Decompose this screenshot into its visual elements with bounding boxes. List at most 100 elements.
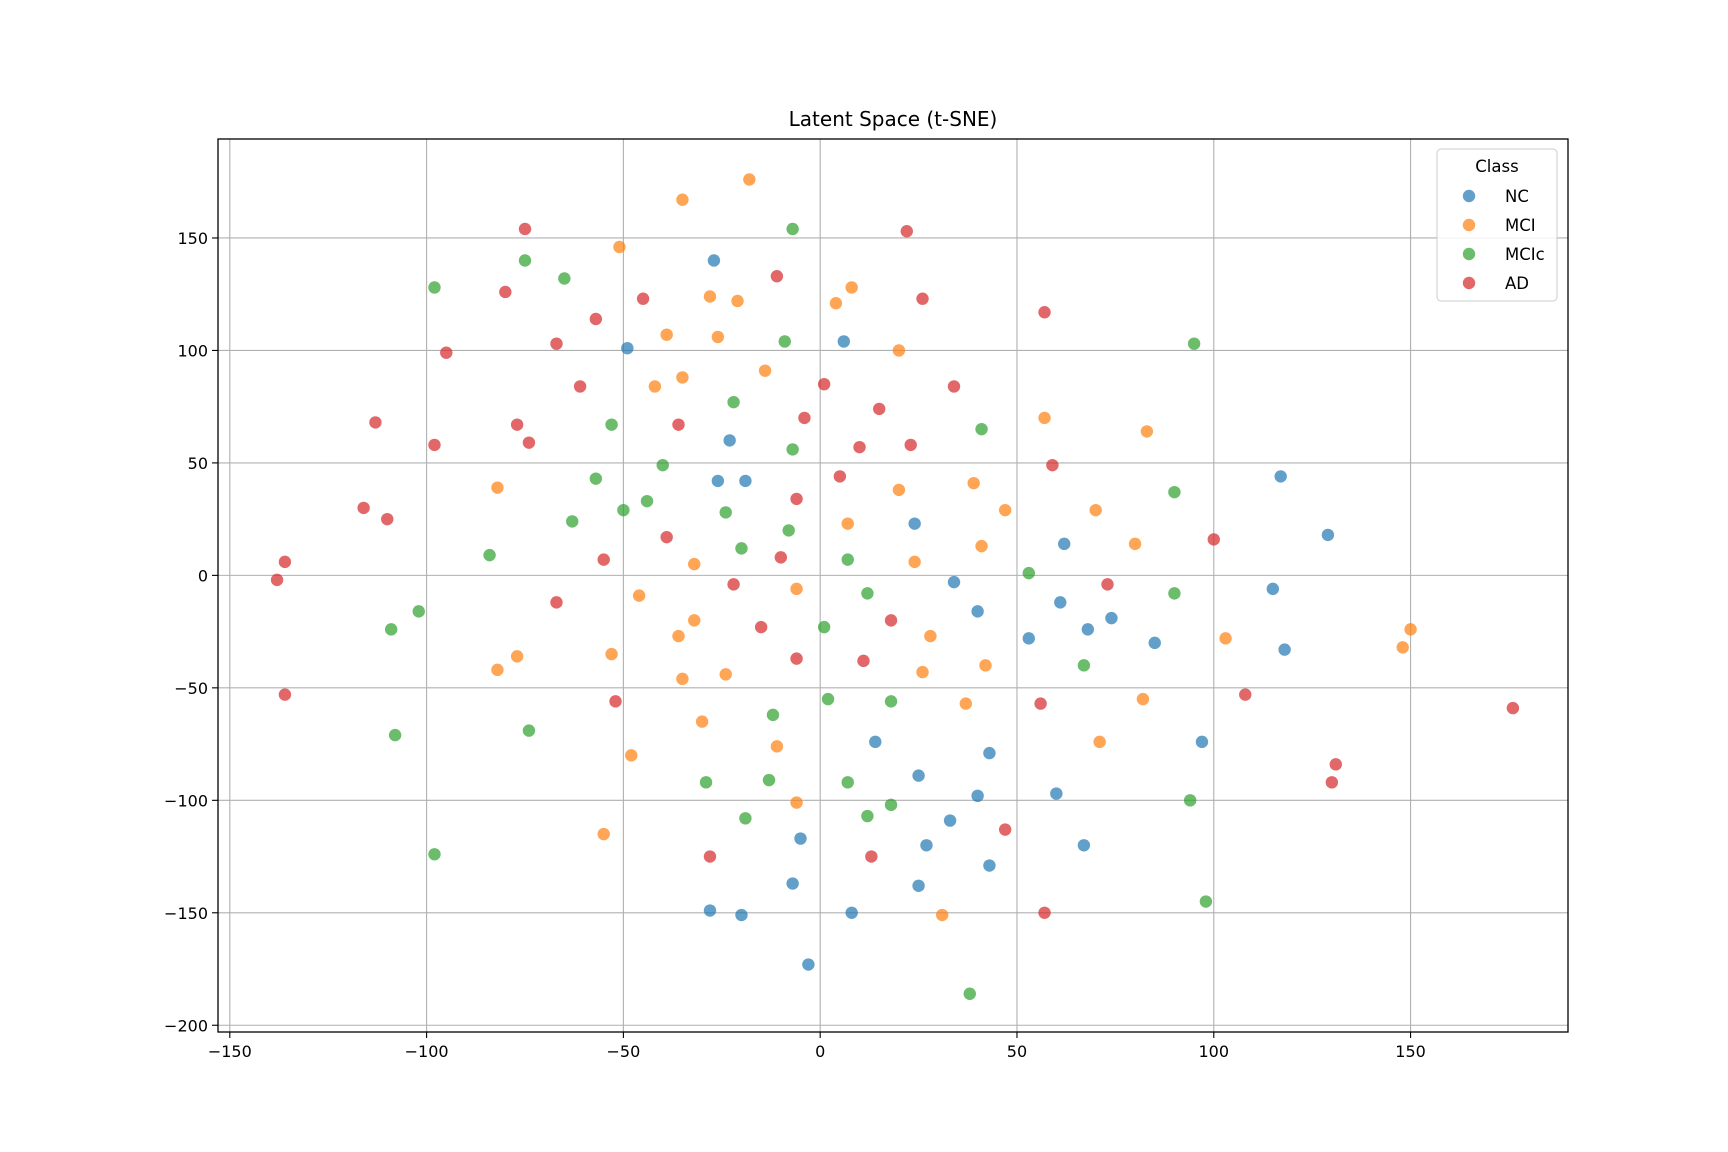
- point-ad-35: [550, 596, 563, 609]
- point-ad-42: [609, 695, 622, 708]
- legend-label-ad: AD: [1505, 274, 1529, 293]
- point-nc-12: [1054, 596, 1067, 609]
- point-nc-21: [869, 735, 882, 749]
- point-mci-34: [491, 663, 504, 677]
- point-mci-18: [998, 503, 1012, 517]
- legend-box: [1436, 148, 1558, 302]
- point-ad-45: [1329, 758, 1342, 771]
- point-ad-13: [369, 416, 382, 429]
- point-mcic-35: [841, 776, 854, 789]
- point-mci-14: [1140, 425, 1154, 438]
- point-ad-25: [357, 501, 370, 515]
- data-points: [270, 173, 1520, 1000]
- point-nc-11: [971, 605, 984, 618]
- point-mcic-39: [861, 809, 874, 823]
- point-ad-17: [873, 402, 886, 416]
- point-mci-41: [770, 740, 784, 753]
- point-ad-3: [499, 285, 512, 299]
- point-nc-29: [794, 832, 807, 845]
- y-tick-label: 50: [188, 454, 208, 473]
- point-nc-28: [1077, 839, 1091, 852]
- point-mcic-3: [558, 272, 571, 285]
- point-nc-20: [983, 746, 996, 760]
- point-mcic-38: [739, 812, 752, 825]
- point-ad-24: [833, 470, 847, 483]
- point-mcic-18: [483, 548, 496, 562]
- point-mci-21: [1128, 537, 1142, 551]
- point-ad-15: [672, 418, 685, 431]
- point-mci-42: [959, 697, 973, 710]
- point-mcic-16: [566, 515, 579, 528]
- point-mci-1: [676, 193, 689, 206]
- point-mci-31: [1404, 623, 1417, 636]
- point-mci-15: [491, 481, 504, 494]
- point-nc-23: [971, 789, 984, 803]
- x-tick-label: −100: [405, 1042, 449, 1061]
- point-mcic-28: [821, 692, 835, 706]
- point-nc-1: [621, 341, 634, 355]
- point-mci-26: [790, 582, 803, 596]
- point-mcic-30: [766, 708, 780, 722]
- point-nc-34: [845, 906, 858, 919]
- point-mci-43: [1136, 692, 1150, 706]
- x-tick-label: 150: [1395, 1042, 1426, 1061]
- point-nc-27: [983, 859, 996, 872]
- point-ad-18: [428, 438, 441, 452]
- point-ad-19: [522, 436, 536, 449]
- point-mcic-36: [1183, 794, 1197, 807]
- x-tick-label: −50: [607, 1042, 641, 1061]
- point-ad-5: [916, 292, 929, 305]
- point-nc-35: [802, 958, 815, 971]
- point-mcic-40: [428, 848, 441, 861]
- point-mci-11: [648, 380, 662, 393]
- point-ad-44: [1239, 688, 1252, 701]
- point-ad-32: [270, 573, 284, 587]
- point-mcic-32: [388, 728, 402, 742]
- point-mcic-8: [975, 422, 988, 436]
- point-ad-46: [1325, 776, 1339, 789]
- point-mci-28: [672, 629, 685, 643]
- point-nc-31: [912, 879, 925, 892]
- point-mci-47: [597, 827, 610, 841]
- point-mci-44: [1093, 735, 1106, 749]
- point-mci-0: [743, 173, 756, 186]
- point-mcic-26: [384, 623, 398, 636]
- point-mci-29: [924, 629, 937, 643]
- point-ad-4: [636, 292, 650, 305]
- point-nc-2: [837, 335, 851, 348]
- point-nc-22: [912, 769, 925, 782]
- point-mci-38: [916, 665, 929, 679]
- point-nc-25: [943, 814, 957, 827]
- legend-label-nc: NC: [1505, 187, 1529, 206]
- point-mcic-25: [817, 620, 831, 634]
- x-tick-label: 0: [815, 1042, 825, 1061]
- y-tick-label: −150: [164, 904, 208, 923]
- point-nc-8: [1321, 528, 1335, 542]
- point-nc-14: [1081, 623, 1095, 636]
- point-ad-41: [278, 688, 292, 701]
- point-mcic-12: [640, 494, 654, 508]
- point-nc-5: [739, 474, 752, 488]
- point-mci-16: [892, 483, 906, 497]
- point-mcic-9: [656, 458, 669, 472]
- point-nc-9: [1058, 537, 1071, 551]
- point-nc-30: [786, 877, 799, 890]
- point-mcic-33: [699, 776, 713, 789]
- point-mcic-4: [778, 335, 791, 348]
- point-ad-7: [589, 312, 603, 326]
- point-ad-8: [550, 337, 563, 350]
- y-tick-label: 150: [177, 229, 208, 248]
- point-nc-0: [707, 254, 721, 267]
- point-ad-0: [518, 222, 532, 236]
- point-mci-5: [829, 297, 843, 310]
- chart-title: Latent Space (t-SNE): [789, 107, 998, 131]
- point-mcic-10: [786, 443, 799, 456]
- point-mci-40: [695, 715, 709, 728]
- legend-marker-nc: [1462, 189, 1476, 203]
- point-nc-4: [711, 474, 725, 488]
- x-tick-label: 100: [1198, 1042, 1229, 1061]
- point-mci-10: [892, 344, 906, 357]
- y-tick-label: −200: [164, 1016, 208, 1035]
- y-tick-label: 0: [198, 566, 208, 585]
- point-nc-16: [1148, 636, 1161, 650]
